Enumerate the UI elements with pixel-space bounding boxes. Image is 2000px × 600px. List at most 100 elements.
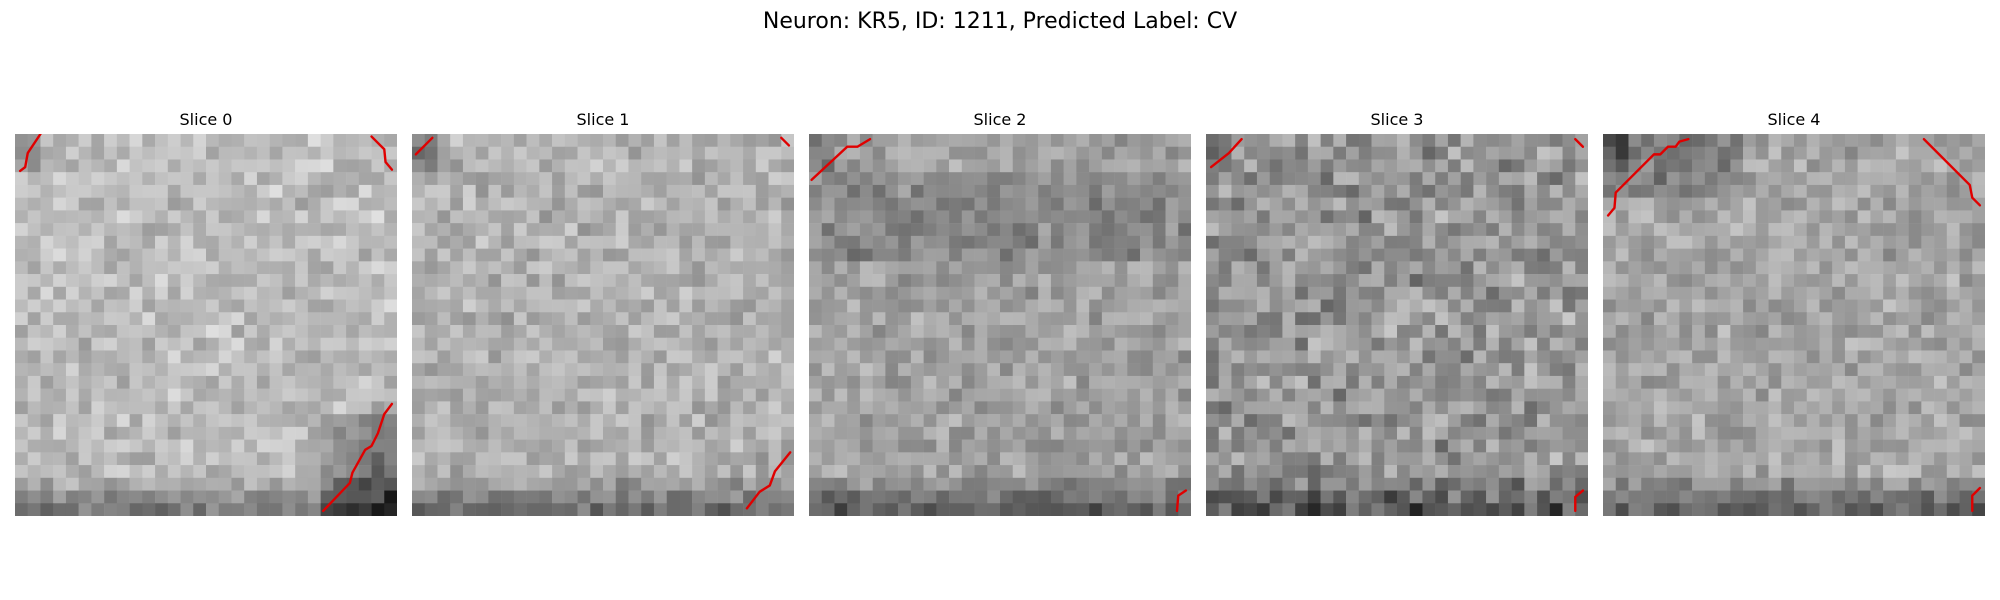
pixel (244, 465, 258, 479)
pixel (437, 350, 451, 364)
pixel (1038, 350, 1052, 364)
pixel (641, 388, 655, 402)
pixel (116, 490, 130, 504)
pixel (653, 197, 667, 211)
pixel (1295, 210, 1309, 224)
pixel (1562, 414, 1576, 428)
pixel (615, 261, 629, 275)
pixel (1895, 299, 1909, 313)
pixel (307, 401, 321, 415)
pixel (1653, 274, 1667, 288)
pixel (346, 235, 360, 249)
pixel (65, 414, 79, 428)
pixel (1346, 401, 1360, 415)
pixel (1806, 299, 1820, 313)
pixel (730, 350, 744, 364)
pixel (1000, 274, 1013, 288)
pixel (206, 388, 219, 402)
pixel (155, 274, 169, 288)
pixel (501, 477, 515, 491)
pixel (27, 401, 41, 415)
pixel (282, 325, 296, 338)
pixel (1140, 134, 1154, 147)
pixel (1717, 235, 1731, 249)
pixel (974, 350, 988, 364)
pixel (679, 490, 693, 504)
pixel (256, 235, 270, 249)
pixel (1101, 286, 1115, 300)
pixel (821, 312, 835, 326)
pixel (384, 388, 397, 402)
pixel (615, 172, 629, 186)
pixel (1127, 274, 1141, 288)
pixel (307, 274, 321, 288)
pixel (564, 312, 578, 326)
pixel (717, 210, 731, 224)
pixel (129, 439, 143, 453)
pixel (653, 159, 667, 173)
pixel (949, 465, 963, 479)
pixel (1794, 146, 1807, 160)
pixel (872, 286, 886, 300)
pixel (167, 388, 181, 402)
pixel (692, 299, 706, 313)
pixel (320, 490, 334, 504)
pixel (40, 134, 54, 147)
pixel (1934, 274, 1948, 288)
pixel (1282, 452, 1296, 466)
pixel (1666, 146, 1680, 160)
pixel (1178, 197, 1191, 211)
pixel (679, 248, 693, 262)
pixel (1127, 223, 1141, 237)
pixel (244, 210, 258, 224)
pixel (936, 465, 950, 479)
pixel (1165, 439, 1179, 453)
pixel (1460, 159, 1474, 173)
pixel (577, 184, 591, 198)
pixel (1908, 337, 1922, 351)
pixel (910, 248, 924, 262)
pixel (320, 286, 334, 300)
pixel (488, 172, 502, 186)
pixel (15, 490, 28, 504)
pixel (1089, 452, 1103, 466)
pixel (412, 414, 425, 428)
pixel (53, 426, 67, 440)
contour-line (1972, 488, 1980, 511)
pixel (1934, 426, 1948, 440)
pixel (1819, 426, 1833, 440)
pixel (768, 210, 782, 224)
pixel (424, 503, 438, 516)
pixel (949, 439, 963, 453)
pixel (628, 363, 642, 377)
pixel (1447, 134, 1461, 147)
pixel (244, 248, 258, 262)
pixel (603, 299, 616, 313)
pixel (1934, 452, 1948, 466)
pixel (104, 235, 118, 249)
pixel (371, 134, 385, 147)
pixel (961, 184, 975, 198)
pixel (755, 223, 769, 237)
pixel (1934, 197, 1948, 211)
pixel (424, 465, 438, 479)
pixel (834, 439, 848, 453)
pixel (1883, 184, 1897, 198)
pixel (1473, 172, 1487, 186)
pixel (256, 134, 270, 147)
pixel (1076, 235, 1090, 249)
pixel (768, 223, 782, 237)
pixel (1460, 503, 1474, 516)
pixel (1549, 426, 1563, 440)
pixel (15, 375, 28, 389)
pixel (1282, 184, 1296, 198)
pixel (1562, 401, 1576, 415)
pixel (256, 337, 270, 351)
pixel (834, 197, 848, 211)
panel-title: Slice 2 (973, 110, 1027, 129)
pixel (256, 503, 270, 516)
pixel (269, 490, 283, 504)
pixel (910, 439, 924, 453)
pixel (501, 503, 515, 516)
pixel (1806, 414, 1820, 428)
